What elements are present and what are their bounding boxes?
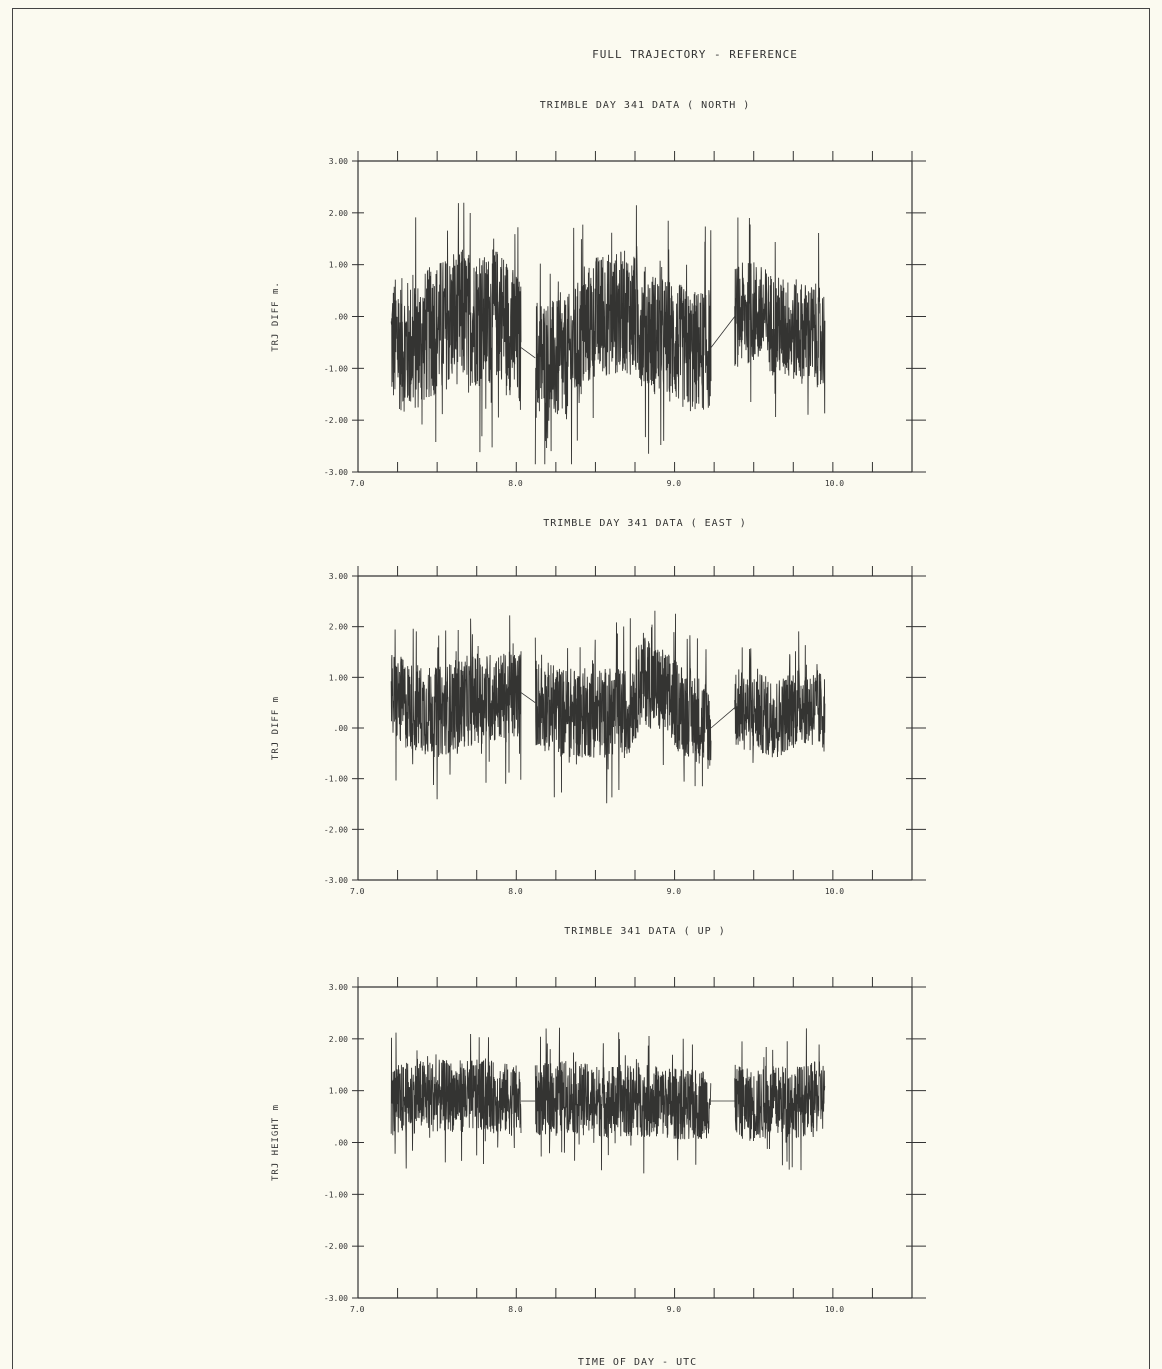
east-plot-title: TRIMBLE DAY 341 DATA ( EAST ) bbox=[543, 518, 747, 529]
y-tick-label: 3.00 bbox=[329, 157, 348, 166]
series-segment-1 bbox=[390, 615, 522, 800]
series-segment-2 bbox=[534, 205, 712, 465]
y-tick-label: 2.00 bbox=[329, 1035, 348, 1044]
series-segment-1 bbox=[390, 202, 522, 453]
y-tick-label: -3.00 bbox=[324, 876, 348, 885]
x-axis-label: TIME OF DAY - UTC bbox=[577, 1357, 698, 1368]
gap-connector bbox=[710, 707, 735, 729]
x-tick-label: 8.0 bbox=[508, 1305, 523, 1314]
y-tick-label: .00 bbox=[334, 313, 349, 322]
x-tick-label: 7.0 bbox=[350, 479, 365, 488]
y-tick-label: 2.00 bbox=[329, 623, 348, 632]
x-tick-label: 10.0 bbox=[825, 1305, 844, 1314]
series-segment-3 bbox=[734, 1028, 826, 1171]
x-tick-label: 9.0 bbox=[667, 887, 682, 896]
x-tick-label: 8.0 bbox=[508, 887, 523, 896]
series-segment-2 bbox=[534, 1027, 712, 1174]
y-axis-label: TRJ HEIGHT m bbox=[271, 1104, 281, 1181]
y-tick-label: 2.00 bbox=[329, 209, 348, 218]
y-tick-label: -1.00 bbox=[324, 364, 348, 373]
up-plot-title: TRIMBLE 341 DATA ( UP ) bbox=[564, 926, 726, 937]
gap-connector bbox=[520, 347, 536, 359]
y-tick-label: -3.00 bbox=[324, 468, 348, 477]
y-tick-label: -3.00 bbox=[324, 1294, 348, 1303]
y-tick-label: .00 bbox=[334, 1139, 349, 1148]
x-tick-label: 9.0 bbox=[667, 1305, 682, 1314]
x-tick-label: 9.0 bbox=[667, 479, 682, 488]
y-tick-label: 3.00 bbox=[329, 572, 348, 581]
x-tick-label: 7.0 bbox=[350, 887, 365, 896]
series-segment-1 bbox=[390, 1032, 522, 1169]
x-tick-label: 7.0 bbox=[350, 1305, 365, 1314]
y-axis-label: TRJ DIFF m bbox=[271, 696, 281, 760]
y-tick-label: -1.00 bbox=[324, 775, 348, 784]
series-segment-3 bbox=[734, 631, 826, 763]
y-tick-label: -2.00 bbox=[324, 825, 348, 834]
y-tick-label: 1.00 bbox=[329, 1087, 348, 1096]
gap-connector bbox=[520, 692, 536, 703]
y-tick-label: -2.00 bbox=[324, 416, 348, 425]
north-plot-title: TRIMBLE DAY 341 DATA ( NORTH ) bbox=[539, 100, 751, 111]
gap-connector bbox=[710, 316, 736, 348]
x-tick-label: 8.0 bbox=[508, 479, 523, 488]
x-tick-label: 10.0 bbox=[825, 887, 844, 896]
page-frame bbox=[12, 8, 1150, 1369]
x-tick-label: 10.0 bbox=[825, 479, 844, 488]
series-segment-3 bbox=[734, 217, 826, 418]
page-title: FULL TRAJECTORY - REFERENCE bbox=[592, 48, 798, 61]
series-segment-2 bbox=[534, 610, 712, 804]
y-tick-label: 1.00 bbox=[329, 673, 348, 682]
y-tick-label: -2.00 bbox=[324, 1242, 348, 1251]
y-tick-label: -1.00 bbox=[324, 1190, 348, 1199]
y-tick-label: .00 bbox=[334, 724, 349, 733]
y-axis-label: TRJ DIFF m. bbox=[271, 281, 281, 352]
y-tick-label: 3.00 bbox=[329, 983, 348, 992]
y-tick-label: 1.00 bbox=[329, 261, 348, 270]
